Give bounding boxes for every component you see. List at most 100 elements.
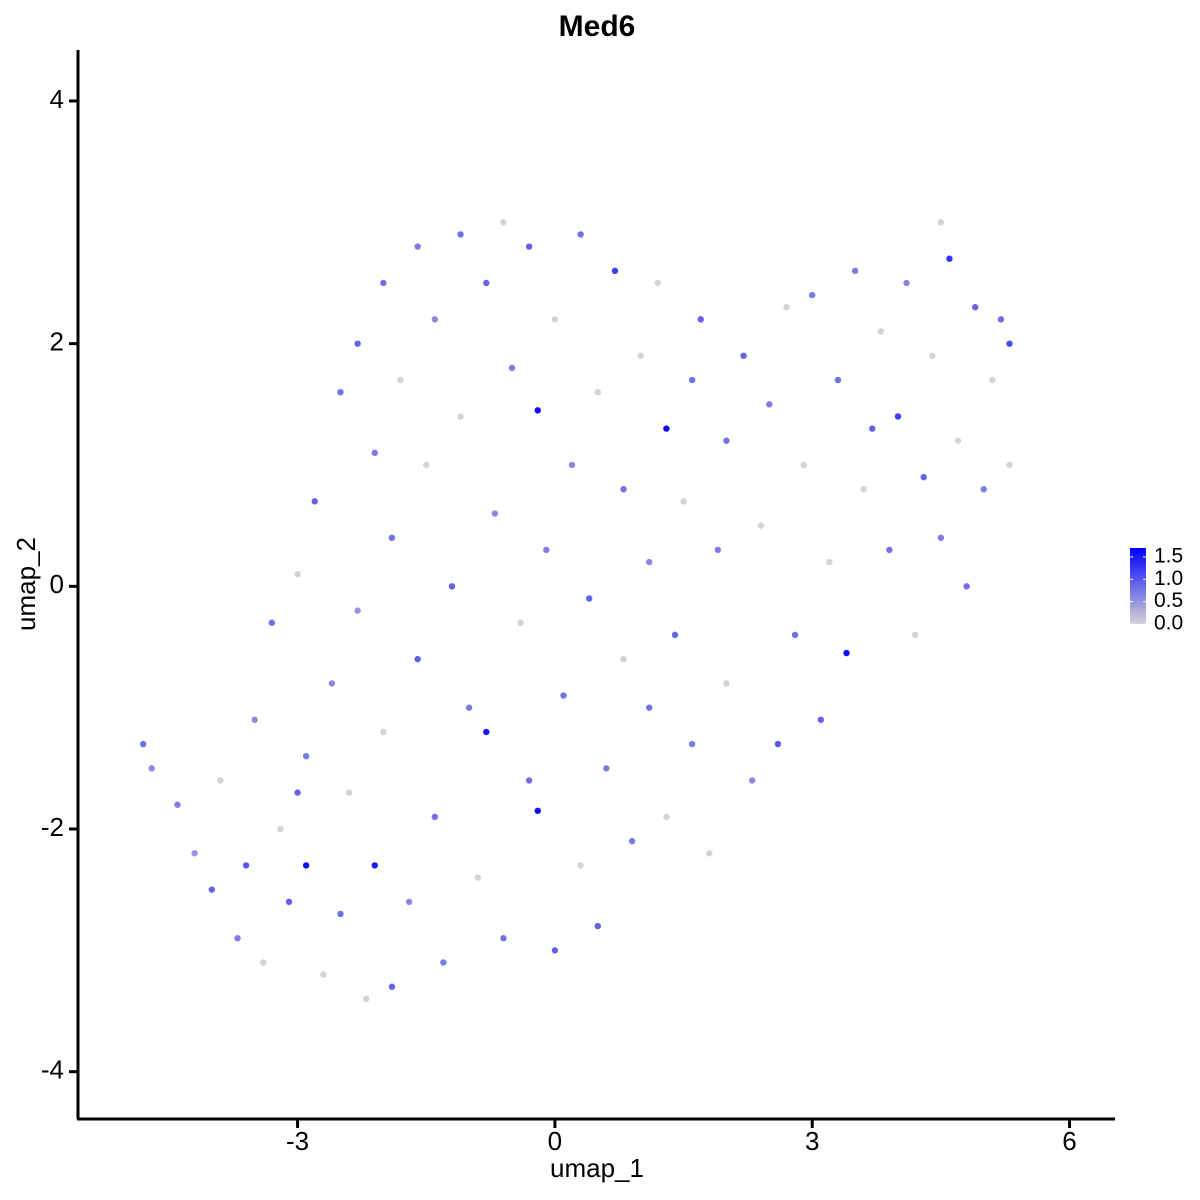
point <box>380 728 387 736</box>
point <box>474 874 481 881</box>
point <box>242 862 250 869</box>
point <box>431 316 439 323</box>
y-tick-label: -2 <box>41 812 64 842</box>
point <box>345 789 353 796</box>
point <box>706 850 713 857</box>
point <box>285 898 293 906</box>
point <box>251 716 258 723</box>
point <box>414 655 421 663</box>
point <box>663 425 670 432</box>
point <box>483 728 490 736</box>
point <box>277 825 284 833</box>
point <box>594 922 601 930</box>
point <box>217 777 224 784</box>
point <box>688 740 696 748</box>
point <box>577 231 584 238</box>
point <box>414 243 421 250</box>
y-axis-label: umap_2 <box>11 537 41 631</box>
point <box>834 376 842 384</box>
point <box>543 546 550 554</box>
point <box>971 304 979 311</box>
point <box>440 959 447 966</box>
color-tick-label: 0.0 <box>1154 612 1183 635</box>
point <box>603 765 610 772</box>
color-bar <box>1130 548 1146 624</box>
point <box>980 486 987 493</box>
point <box>688 376 696 384</box>
color-tick-label: 0.5 <box>1154 589 1183 612</box>
point <box>371 449 378 457</box>
point <box>903 279 910 287</box>
point <box>791 631 799 639</box>
point <box>448 583 456 590</box>
point <box>894 413 902 420</box>
point <box>740 352 747 359</box>
point <box>328 680 336 687</box>
point <box>397 376 404 384</box>
point <box>783 304 790 311</box>
point <box>869 425 876 432</box>
point <box>697 316 704 323</box>
point <box>620 486 627 493</box>
point <box>646 704 653 711</box>
point <box>963 583 970 590</box>
point <box>757 522 764 529</box>
x-tick-label: 6 <box>1062 1126 1076 1156</box>
point <box>388 534 396 541</box>
point <box>671 631 679 639</box>
point <box>560 692 567 699</box>
point <box>551 947 559 954</box>
point <box>465 704 473 711</box>
point <box>208 886 216 893</box>
point <box>139 740 147 748</box>
point <box>911 631 919 639</box>
point <box>620 655 627 663</box>
color-tick-label: 1.5 <box>1154 544 1183 567</box>
point <box>525 243 533 250</box>
point <box>877 328 885 335</box>
point <box>371 862 378 869</box>
point <box>611 267 619 275</box>
point <box>997 316 1005 323</box>
point <box>525 777 533 784</box>
point <box>260 959 267 966</box>
point <box>302 752 310 760</box>
y-tick-label: 4 <box>50 84 64 114</box>
point <box>826 558 833 566</box>
point <box>646 558 653 566</box>
point <box>843 649 850 657</box>
point <box>723 437 730 444</box>
point <box>294 570 301 578</box>
point <box>337 388 344 396</box>
point <box>586 595 593 602</box>
y-tick-label: 2 <box>50 327 64 357</box>
point <box>663 813 670 821</box>
x-tick-label: -3 <box>286 1126 309 1156</box>
point <box>148 765 155 772</box>
point <box>800 461 807 469</box>
point <box>337 910 344 918</box>
point <box>860 486 867 493</box>
point <box>937 219 945 226</box>
point <box>774 740 782 748</box>
point <box>654 279 662 287</box>
point <box>320 971 327 978</box>
point <box>388 983 396 990</box>
point <box>491 510 499 517</box>
point <box>628 837 636 845</box>
point <box>311 498 318 505</box>
color-tick-label: 1.0 <box>1154 567 1183 590</box>
point <box>989 376 996 384</box>
point <box>577 862 584 869</box>
point <box>431 813 439 821</box>
x-axis-label: umap_1 <box>550 1153 644 1183</box>
point <box>886 546 893 554</box>
y-tick-label: -4 <box>41 1055 64 1085</box>
point <box>851 267 859 275</box>
point <box>294 789 301 796</box>
point <box>809 291 816 299</box>
point <box>920 473 927 481</box>
x-tick-label: 0 <box>548 1126 562 1156</box>
point <box>680 498 687 505</box>
point <box>937 534 945 541</box>
